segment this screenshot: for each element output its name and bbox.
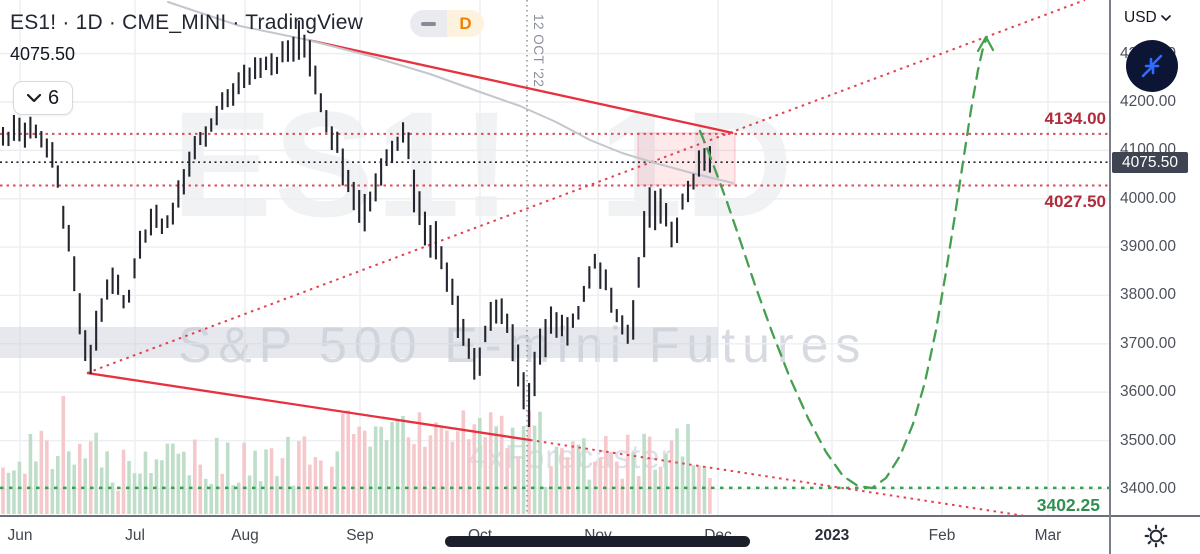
apex-box xyxy=(637,132,736,186)
price-tick-label: 3500.00 xyxy=(1120,431,1177,449)
watermark-symbol: ES1! 1D xyxy=(172,80,795,248)
current-price-badge: 4075.50 xyxy=(1112,152,1188,173)
time-tick-label: Feb xyxy=(928,527,956,544)
price-tick-label: 3400.00 xyxy=(1120,479,1177,497)
resistance-price-label: 4134.00 xyxy=(1044,109,1106,128)
watermark-instrument-name: S&P 500 E-mini Futures xyxy=(178,317,868,373)
bars-back-dropdown[interactable]: 6 xyxy=(13,81,73,115)
target-price-label: 3402.25 xyxy=(1036,495,1100,515)
time-tick-label: 2023 xyxy=(814,527,850,544)
time-tick-label: Jun xyxy=(7,527,33,544)
time-tick-label: Jul xyxy=(125,527,145,544)
chevron-down-icon xyxy=(26,93,41,102)
replay-toolbar: D xyxy=(410,10,484,37)
collapse-view-button[interactable] xyxy=(1126,40,1178,92)
timeframe-badge[interactable]: D xyxy=(447,10,484,37)
minus-button[interactable] xyxy=(410,10,447,37)
gray-band xyxy=(0,327,718,358)
time-tick-label: Sep xyxy=(346,527,374,544)
price-tick-label: 3900.00 xyxy=(1120,238,1177,256)
pivot-price-label: 4027.50 xyxy=(1044,192,1106,211)
minus-icon xyxy=(421,21,436,26)
price-tick-label: 3700.00 xyxy=(1120,334,1177,352)
currency-dropdown[interactable]: USD xyxy=(1124,9,1171,27)
collapse-arrows-icon xyxy=(1141,54,1163,78)
time-tick-label: Aug xyxy=(231,527,259,544)
price-tick-label: 3600.00 xyxy=(1120,383,1177,401)
price-tick-label: 3800.00 xyxy=(1120,286,1177,304)
bars-back-count: 6 xyxy=(47,86,60,109)
header-last-price: 4075.50 xyxy=(10,44,76,64)
price-tick-label: 4000.00 xyxy=(1120,189,1177,207)
symbol-title: ES1! · 1D · CME_MINI · TradingView xyxy=(10,11,364,34)
time-tick-label: Mar xyxy=(1034,527,1062,544)
chevron-down-icon xyxy=(1160,15,1171,21)
theme-toggle-button[interactable] xyxy=(1143,523,1169,549)
event-date-label: 12 OCT '22 xyxy=(531,14,546,88)
price-tick-label: 4200.00 xyxy=(1120,93,1177,110)
currency-label: USD xyxy=(1124,9,1157,26)
time-scrollbar-handle[interactable] xyxy=(445,536,750,547)
sun-icon xyxy=(1144,524,1168,548)
